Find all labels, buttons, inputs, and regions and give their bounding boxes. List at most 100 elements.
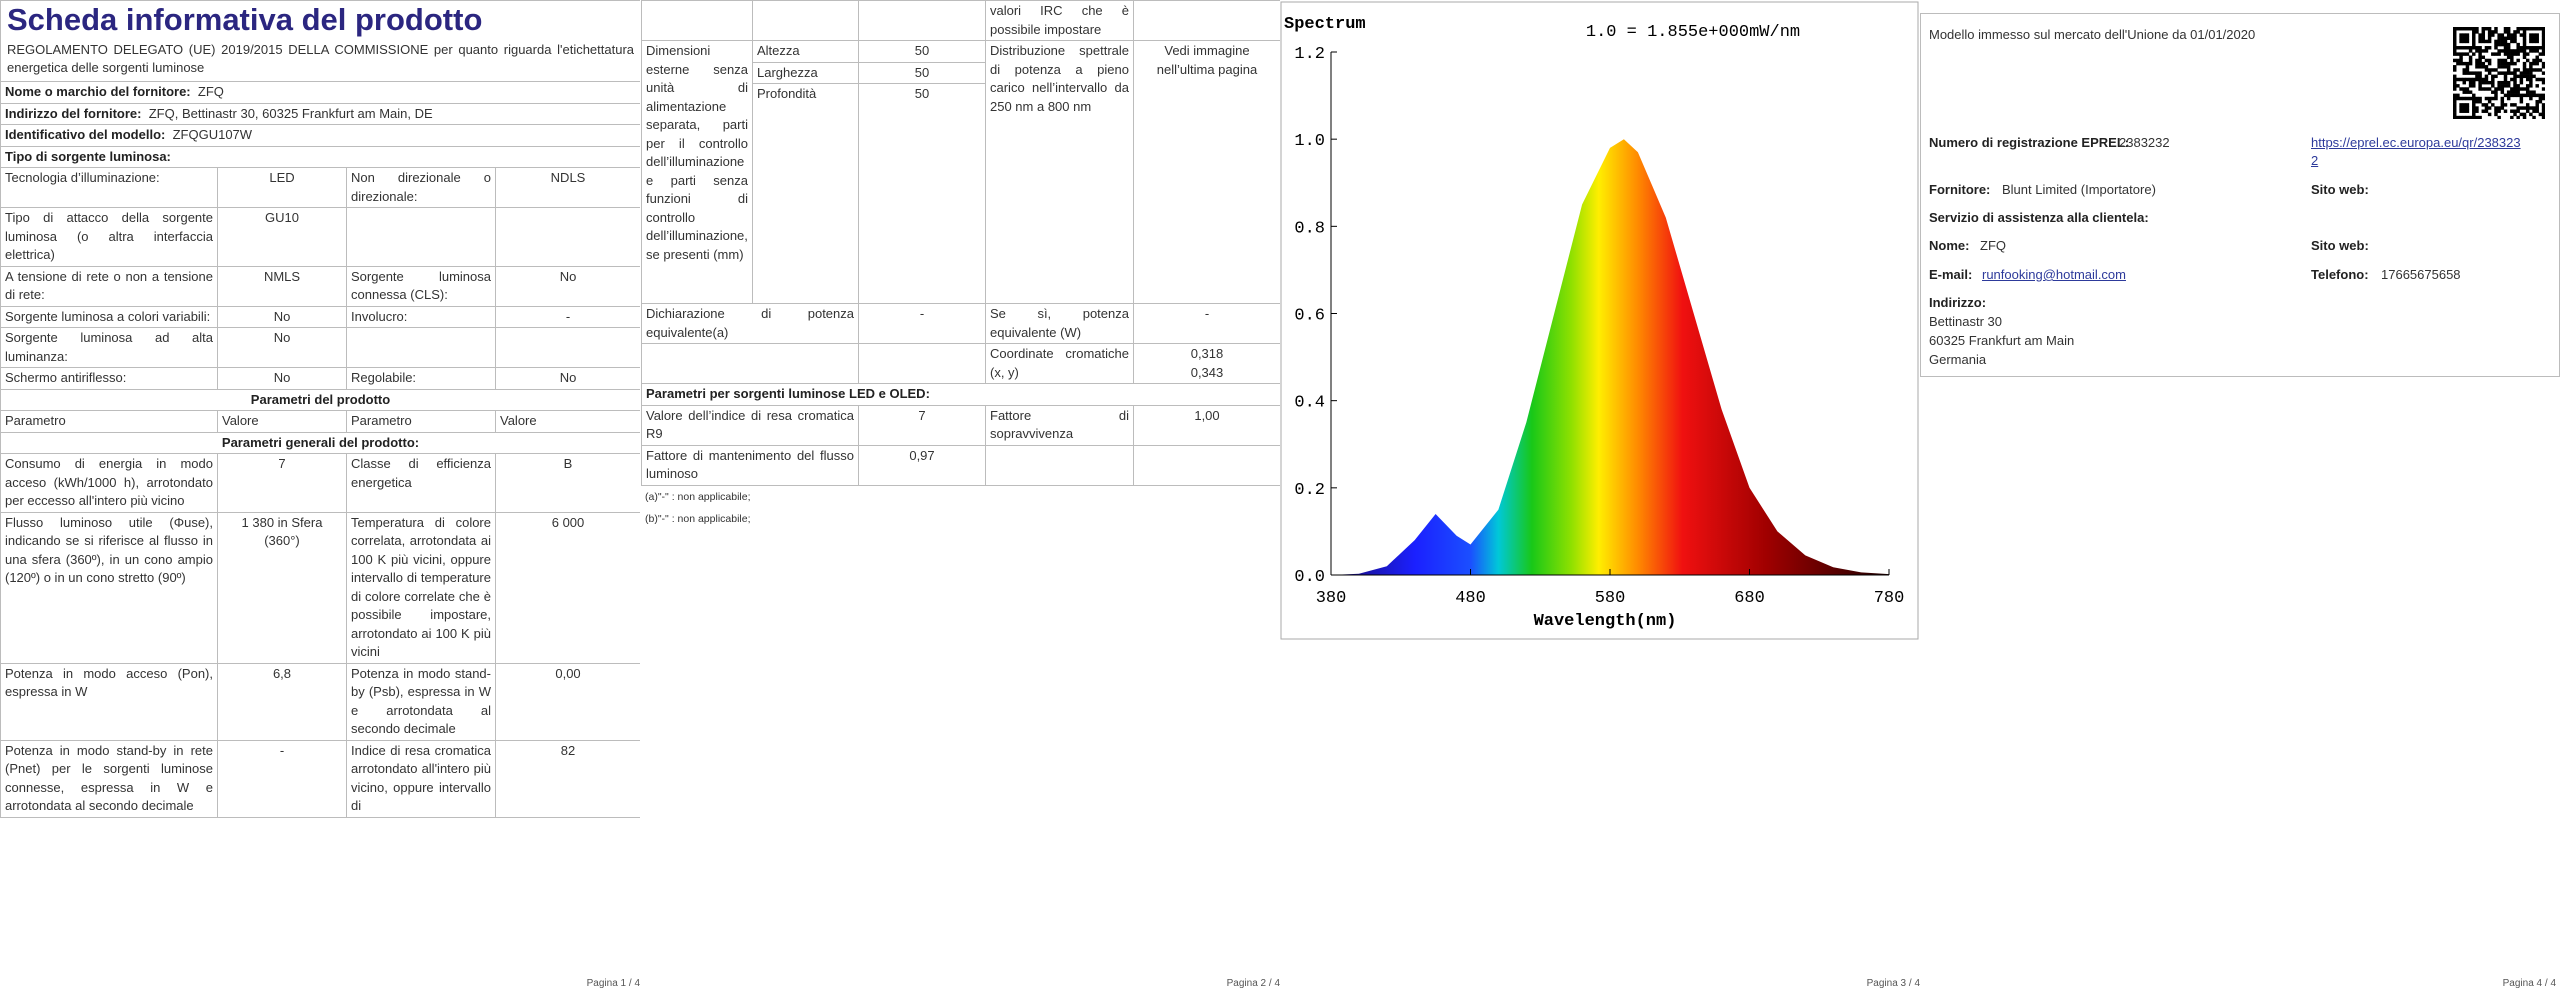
table-cell: - (1133, 303, 1280, 344)
qr-module (2465, 27, 2470, 31)
product-table: valori IRC che è possibile impostare Dime… (641, 0, 1280, 486)
qr-module (2453, 52, 2457, 56)
qr-module (2541, 49, 2545, 53)
qr-module (2475, 109, 2479, 113)
qr-module (2522, 74, 2527, 79)
table-cell: Vedi immagine nell’ultima pagina (1133, 40, 1280, 304)
qr-module (2491, 74, 2495, 79)
qr-module (2491, 103, 2495, 107)
qr-module (2506, 80, 2511, 85)
row: Potenza in modo stand-by in rete (Pnet) … (0, 739, 640, 818)
qr-module (2510, 55, 2514, 60)
qr-module (2522, 27, 2527, 31)
qr-module (2500, 39, 2505, 44)
qr-module (2500, 84, 2505, 88)
qr-module (2529, 77, 2533, 82)
qr-module (2453, 87, 2457, 91)
qr-module (2519, 106, 2524, 110)
qr-module (2468, 90, 2473, 94)
row: Potenza in modo acceso (Pon), espressa i… (0, 662, 640, 741)
qr-module (2465, 96, 2470, 101)
qr-module (2491, 52, 2495, 56)
table-cell: Parametri del prodotto (0, 388, 640, 411)
qr-module (2525, 109, 2530, 113)
qr-module (2513, 68, 2517, 72)
table-cell: Profondità (752, 83, 859, 304)
qr-module (2481, 87, 2486, 91)
qr-module (2456, 27, 2460, 31)
qr-module (2516, 30, 2520, 34)
table-cell: Parametri generali del prodotto: (0, 431, 640, 454)
qr-module (2456, 58, 2460, 63)
qr-module (2532, 58, 2536, 63)
qr-module (2478, 87, 2482, 91)
qr-module (2522, 33, 2527, 37)
table-cell: 6,8 (217, 662, 347, 741)
qr-module (2519, 33, 2524, 37)
qr-module (2519, 93, 2524, 98)
table-cell: B (494, 453, 640, 513)
table-cell: Temperatura di colore correlata, arroton… (346, 511, 496, 664)
qr-module (2456, 115, 2460, 119)
table-cell: Dimensioni esterne senza unità di alimen… (641, 40, 753, 304)
qr-module (2522, 42, 2527, 47)
email-link[interactable]: runfooking@hotmail.com (1982, 267, 2126, 282)
qr-module (2472, 109, 2476, 113)
qr-module (2506, 90, 2511, 94)
empty-cell (858, 343, 986, 384)
table-cell: - (858, 303, 986, 344)
qr-module (2478, 39, 2482, 44)
qr-module (2500, 36, 2505, 40)
qr-module (2513, 109, 2517, 113)
qr-module (2459, 96, 2463, 101)
qr-module (2529, 71, 2533, 75)
qr-module (2468, 115, 2473, 119)
qr-module (2541, 33, 2545, 37)
qr-module (2459, 27, 2463, 31)
qr-module (2453, 96, 2457, 101)
qr-module (2481, 39, 2486, 44)
qr-module (2487, 99, 2492, 104)
qr-module (2522, 30, 2527, 34)
qr-module (2516, 27, 2520, 31)
empty-cell (346, 327, 496, 368)
qr-module (2503, 93, 2508, 98)
qr-module (2506, 96, 2511, 101)
qr-module (2503, 77, 2508, 82)
table-cell: Tecnologia d’illuminazione: (0, 167, 218, 208)
qr-module (2519, 96, 2524, 101)
row: Scheda informativa del prodotto REGOLAMEN… (0, 0, 640, 82)
qr-module (2513, 30, 2517, 34)
table-cell: valori IRC che è possibile impostare (985, 0, 1134, 41)
qr-module (2516, 58, 2520, 63)
qr-module (2516, 90, 2520, 94)
qr-module (2494, 42, 2498, 47)
qr-module (2453, 84, 2457, 88)
eprel-link[interactable]: https://eprel.ec.europa.eu/qr/2383232 (2311, 135, 2521, 168)
table-cell: 1,00 (1133, 404, 1280, 446)
qr-module (2541, 93, 2545, 98)
qr-module (2497, 109, 2501, 113)
qr-module (2529, 46, 2533, 50)
y-tick-label: 1.2 (1294, 45, 1325, 64)
empty-cell: Nome o marchio del fornitore: ZFQ (0, 81, 640, 104)
qr-module (2497, 71, 2501, 75)
qr-module (2541, 39, 2545, 44)
qr-module (2513, 77, 2517, 82)
qr-module (2529, 65, 2533, 69)
qr-module (2472, 96, 2476, 101)
qr-module (2525, 71, 2530, 75)
qr-module (2478, 55, 2482, 60)
row: Identificativo del modello: ZFQGU107W (0, 124, 640, 147)
table-cell: No (494, 367, 640, 390)
qr-module (2522, 55, 2527, 60)
x-tick-label: 580 (1595, 589, 1626, 608)
table-cell: 0,97 (858, 444, 986, 486)
qr-module (2453, 33, 2457, 37)
page-footer: Pagina 4 / 4 (2502, 978, 2556, 989)
qr-module (2532, 109, 2536, 113)
qr-module (2475, 99, 2479, 104)
qr-module (2532, 46, 2536, 50)
qr-module (2503, 80, 2508, 85)
qr-module (2510, 109, 2514, 113)
